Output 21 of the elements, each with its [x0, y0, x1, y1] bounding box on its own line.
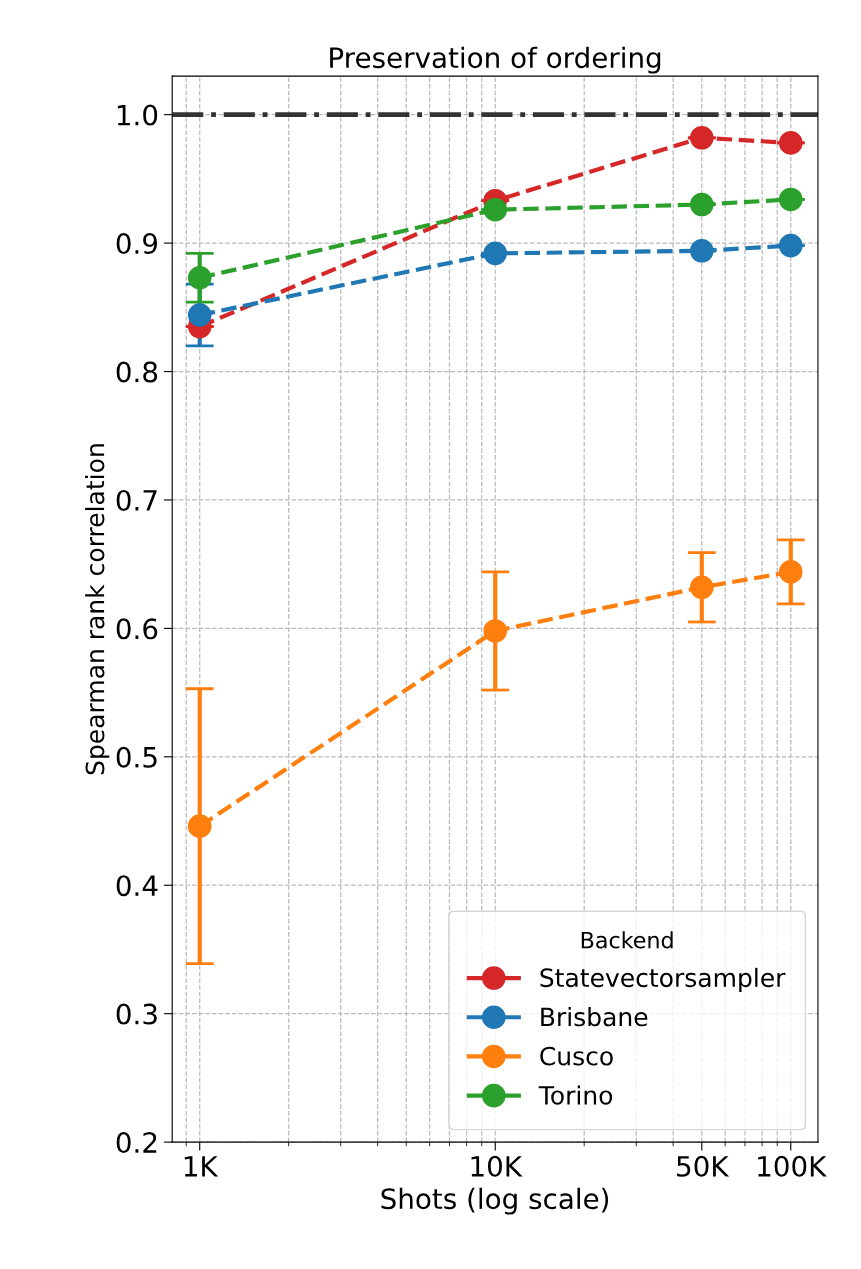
legend-label: Brisbane	[541, 1007, 648, 1027]
x-tick-label: 10K	[471, 1155, 523, 1177]
y-tick-label: 0.9	[116, 233, 158, 255]
y-tick-label: 0.8	[116, 361, 158, 383]
y-tick-label: 0.7	[116, 489, 157, 511]
legend-label: Torino	[538, 1085, 613, 1105]
y-axis-title: Spearman rank correlation	[85, 444, 110, 775]
x-axis-title: Shots (log scale)	[381, 1187, 609, 1215]
x-tick-label: 50K	[677, 1155, 730, 1177]
y-tick-label: 0.4	[116, 875, 158, 897]
y-tick-label: 0.5	[116, 746, 157, 768]
y-tick-label: 1.0	[117, 104, 158, 126]
y-tick-label: 0.6	[116, 618, 158, 640]
legend-title: Backend	[581, 931, 673, 949]
legend-label: Statevectorsampler	[540, 967, 786, 993]
x-tick-label: 100K	[758, 1155, 827, 1177]
y-tick-label: 0.3	[116, 1003, 157, 1025]
chart-title: Preservation of ordering	[330, 46, 661, 74]
y-tick-label: 0.2	[116, 1132, 157, 1154]
legend-label: Cusco	[540, 1046, 613, 1066]
x-tick-label: 1K	[184, 1156, 219, 1177]
